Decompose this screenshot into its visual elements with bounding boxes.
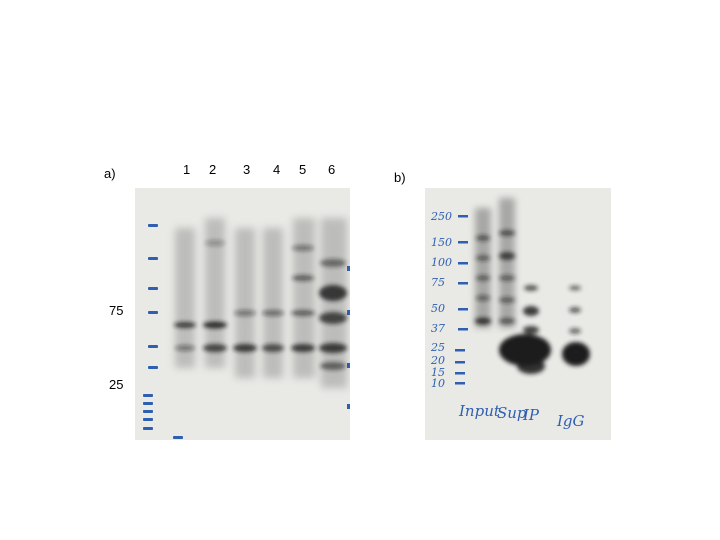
lane-number-5: 5 — [299, 162, 307, 177]
lane-number-2: 2 — [209, 162, 217, 177]
western-blot-a — [135, 188, 350, 440]
marker-100: 100 — [431, 256, 452, 269]
lane-number-4: 4 — [273, 162, 281, 177]
lane-label-igg: IgG — [556, 412, 585, 430]
lane-number-1: 1 — [183, 162, 191, 177]
marker-25: 25 — [430, 341, 445, 354]
marker-10: 10 — [431, 377, 445, 390]
marker-20: 20 — [430, 354, 445, 367]
marker-label-75: 75 — [109, 303, 124, 318]
lane-label-ip: IP — [522, 406, 540, 424]
marker-250: 250 — [430, 210, 452, 223]
marker-50: 50 — [431, 302, 445, 315]
marker-15: 15 — [431, 366, 445, 379]
panel-a-label: a) — [104, 166, 116, 181]
western-blot-b: 250 150 100 75 50 37 25 20 15 10 — [425, 188, 611, 440]
marker-37: 37 — [431, 322, 445, 335]
lane-label-input: Input — [458, 402, 501, 420]
ladder-marks-a — [143, 224, 183, 439]
ladder-labels-b: 250 150 100 75 50 37 25 20 15 10 — [430, 210, 452, 390]
marker-150: 150 — [431, 236, 452, 249]
lane-label-sup: Sup — [497, 404, 527, 422]
panel-b-label: b) — [394, 170, 406, 185]
marker-label-25: 25 — [109, 377, 124, 392]
lane-number-3: 3 — [243, 162, 251, 177]
lane-number-6: 6 — [328, 162, 336, 177]
marker-75: 75 — [431, 276, 445, 289]
